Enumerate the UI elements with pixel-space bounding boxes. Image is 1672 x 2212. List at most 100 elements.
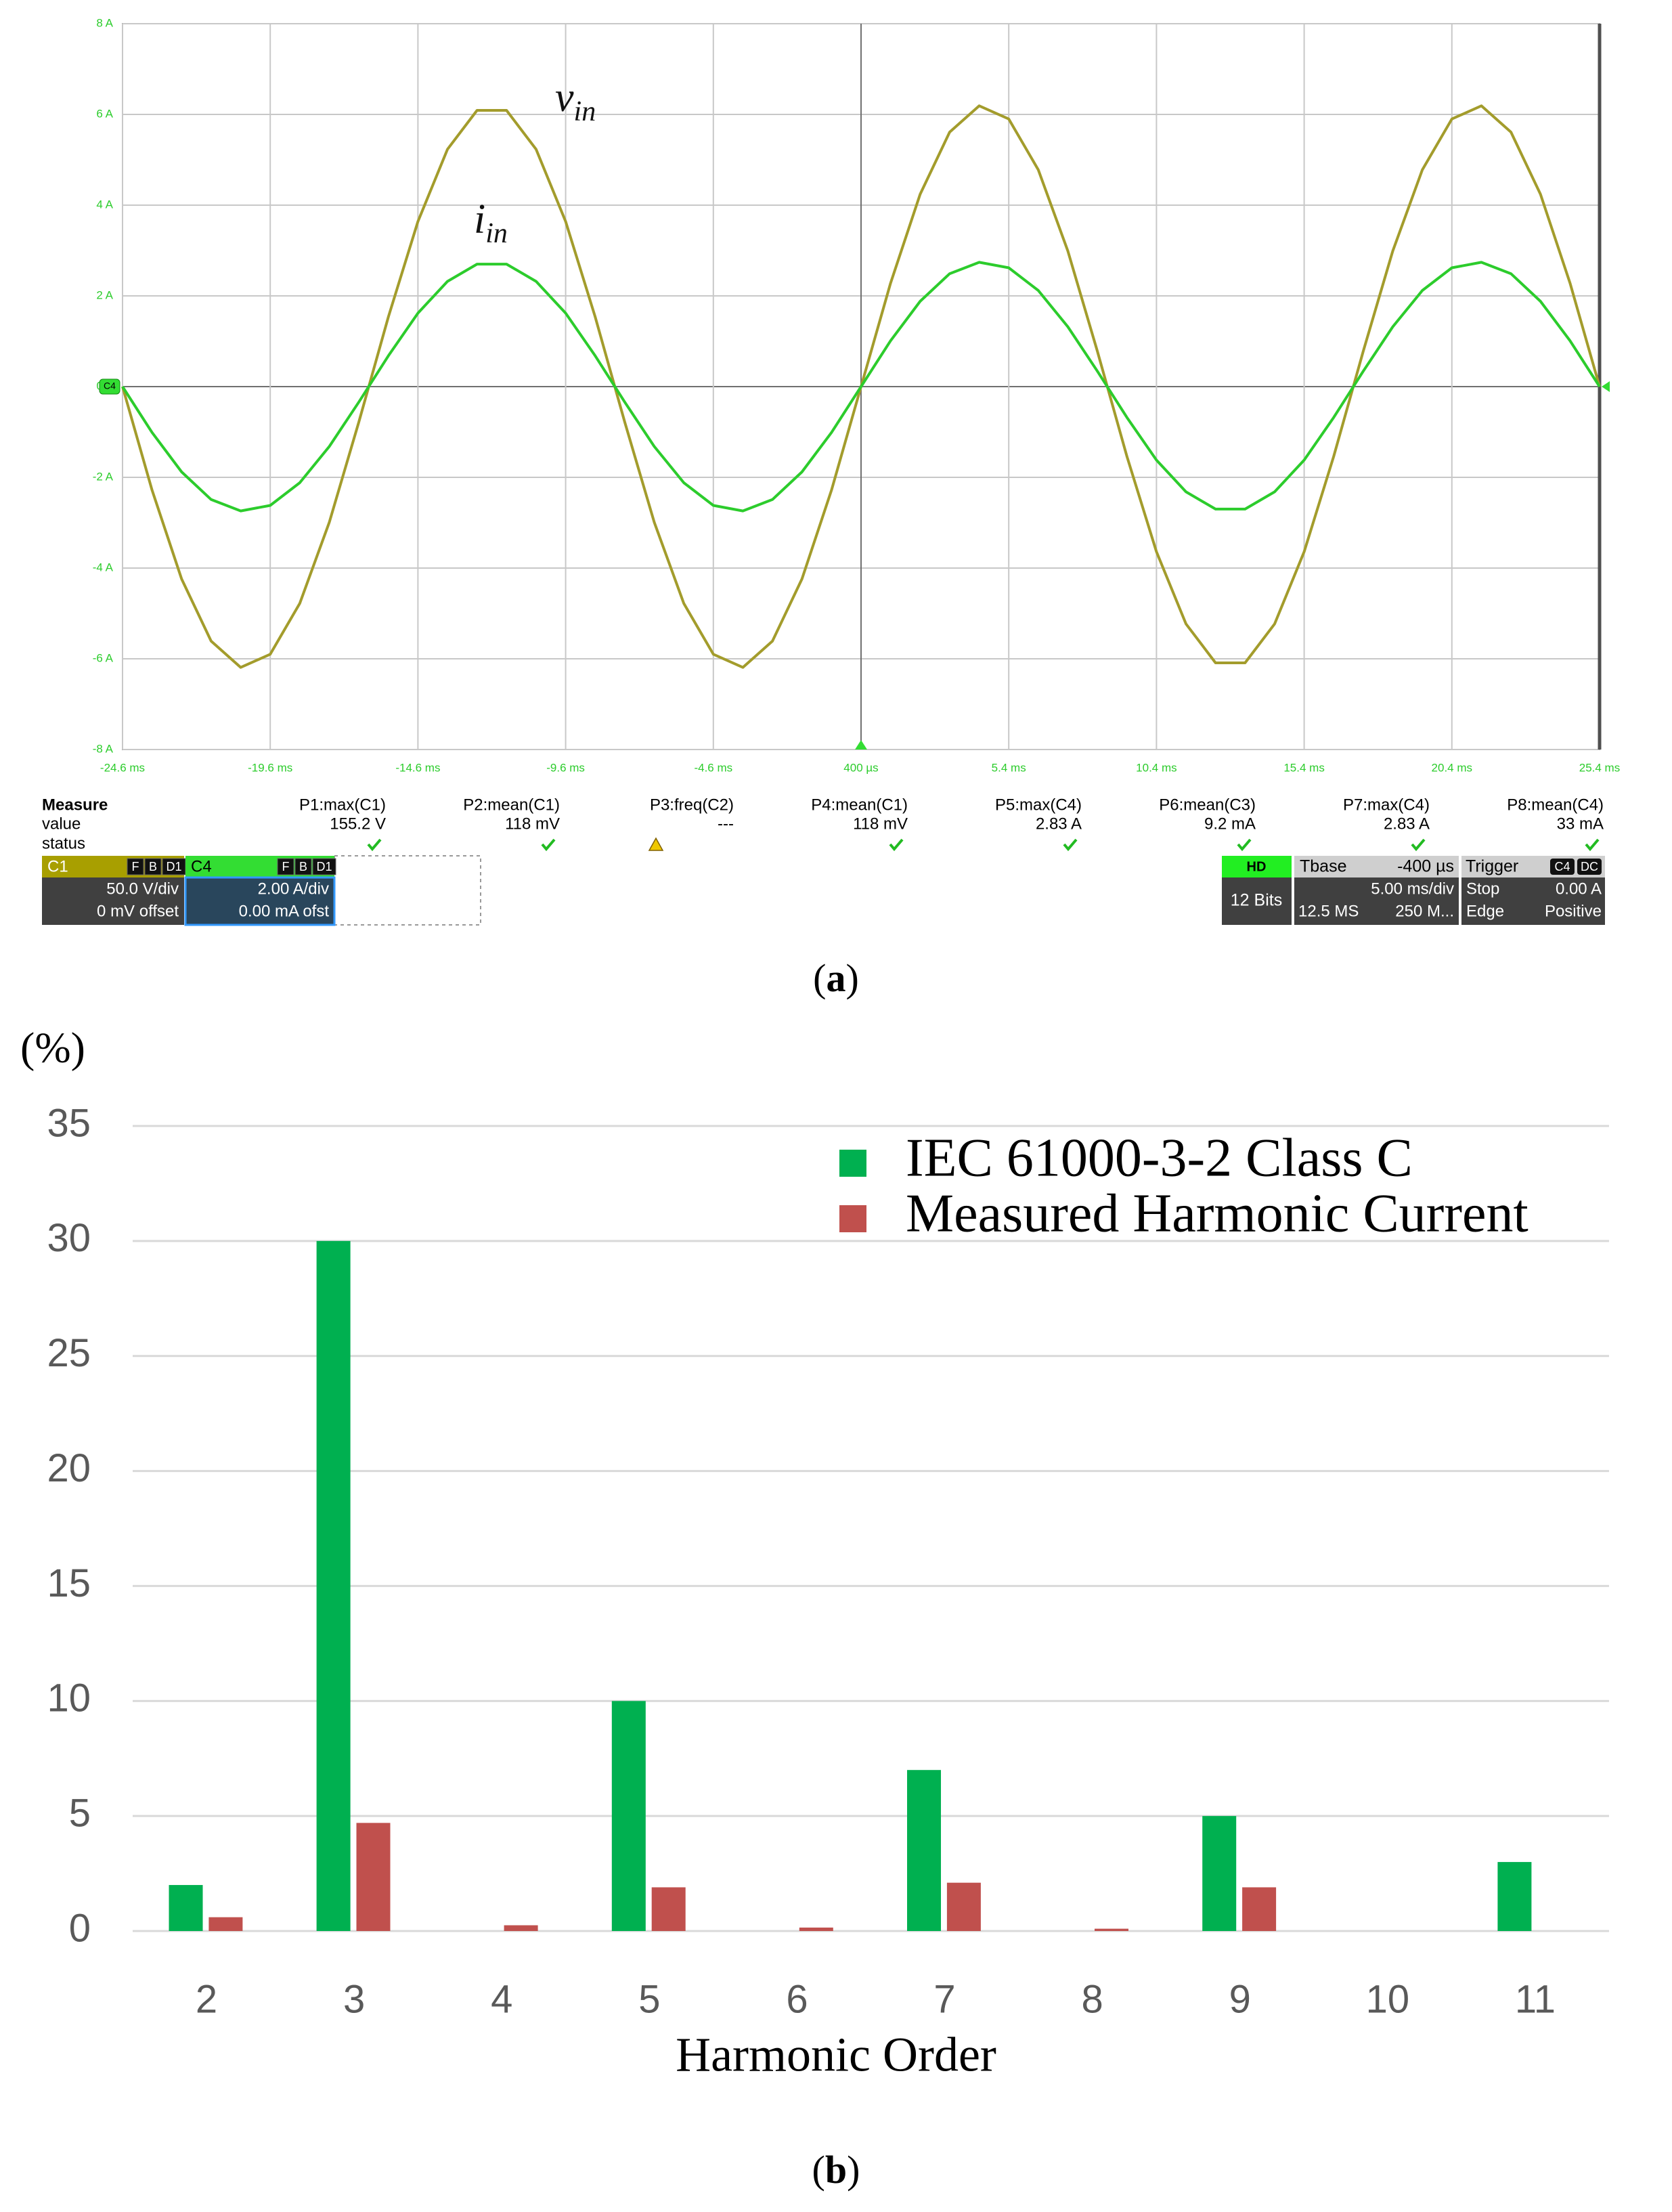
bar bbox=[946, 1882, 981, 1931]
channel-body bbox=[42, 877, 184, 925]
channel-body bbox=[184, 876, 336, 926]
legend-label: IEC 61000-3-2 Class C bbox=[906, 1128, 1413, 1188]
bar bbox=[208, 1917, 243, 1931]
x-tick-label: 5 bbox=[638, 1977, 660, 2021]
x-tick-label: 10 bbox=[1366, 1977, 1410, 2021]
trigger-marker bbox=[1602, 381, 1610, 392]
channel-flag bbox=[277, 858, 294, 875]
legend-swatch bbox=[839, 1205, 866, 1232]
caption-part: ( bbox=[813, 956, 826, 1000]
measure-row-label: Measure bbox=[42, 796, 108, 814]
trigger-badge bbox=[1550, 859, 1575, 875]
channel-flag bbox=[312, 858, 336, 875]
y-tick-label: 25 bbox=[47, 1331, 91, 1375]
trigger-badge-label: DC bbox=[1581, 860, 1598, 873]
tbase-rate: 250 M... bbox=[1395, 902, 1454, 920]
channel-scale: 50.0 V/div bbox=[106, 880, 179, 898]
legend-swatch bbox=[839, 1150, 866, 1177]
bar bbox=[651, 1887, 686, 1931]
y-tick-label: -2 A bbox=[93, 470, 114, 483]
status-ok-icon bbox=[889, 838, 904, 852]
x-tick-label: -4.6 ms bbox=[694, 761, 732, 774]
measure-row-label: status bbox=[42, 834, 85, 852]
x-tick-label: 25.4 ms bbox=[1579, 761, 1620, 774]
tbase-scale: 5.00 ms/div bbox=[1371, 880, 1454, 898]
trace-label: iin bbox=[474, 196, 508, 248]
bar bbox=[1095, 1928, 1129, 1931]
bar bbox=[1242, 1887, 1277, 1931]
trace-label-base: i bbox=[474, 196, 485, 242]
status-ok-icon bbox=[367, 838, 382, 852]
x-tick-label: 3 bbox=[343, 1977, 365, 2021]
status-warning-icon bbox=[648, 837, 664, 851]
y-tick-label: 10 bbox=[47, 1676, 91, 1720]
x-tick-label: 11 bbox=[1515, 1977, 1556, 2021]
bar bbox=[316, 1240, 351, 1931]
trigger-body bbox=[1461, 877, 1605, 925]
x-tick-label: 10.4 ms bbox=[1136, 761, 1176, 774]
x-tick-label: 6 bbox=[786, 1977, 808, 2021]
trigger-mode: Stop bbox=[1466, 880, 1499, 898]
channel-marker bbox=[99, 378, 120, 395]
bar bbox=[611, 1701, 646, 1931]
caption: (b) bbox=[812, 2148, 860, 2192]
trigger-title: Trigger bbox=[1466, 857, 1518, 876]
channel-flag-label: F bbox=[282, 860, 290, 873]
y-tick-label: 30 bbox=[47, 1216, 91, 1260]
caption: (a) bbox=[813, 956, 859, 1000]
y-tick-label: 4 A bbox=[96, 198, 113, 211]
trace bbox=[121, 261, 1601, 513]
channel-flag bbox=[162, 858, 186, 875]
y-tick-label: 6 A bbox=[96, 107, 113, 120]
bar bbox=[799, 1927, 833, 1931]
y-tick-label: 8 A bbox=[96, 16, 113, 29]
measure-name: P6:mean(C3) bbox=[1159, 796, 1256, 814]
channel-marker-label: C4 bbox=[104, 381, 116, 391]
trace-label: vin bbox=[555, 74, 596, 127]
trigger-type: Edge bbox=[1466, 902, 1504, 920]
acq-bits: 12 Bits bbox=[1231, 891, 1282, 910]
status-ok-icon bbox=[1237, 838, 1252, 852]
channel-scale: 2.00 A/div bbox=[258, 880, 329, 898]
caption-part: b bbox=[825, 2148, 847, 2192]
trigger-time-marker bbox=[855, 740, 867, 750]
tbase-title: Tbase bbox=[1300, 857, 1346, 876]
tbase-samples: 12.5 MS bbox=[1298, 902, 1359, 920]
channel-flag-label: D1 bbox=[316, 860, 332, 873]
tbase-delay: -400 µs bbox=[1397, 857, 1454, 876]
bar bbox=[1202, 1816, 1237, 1931]
acq-mode: HD bbox=[1247, 859, 1267, 874]
acq-header bbox=[1222, 856, 1292, 877]
x-tick-label: 2 bbox=[196, 1977, 217, 2021]
bar bbox=[169, 1885, 203, 1931]
y-tick-label: 5 bbox=[69, 1791, 91, 1835]
bar bbox=[1497, 1862, 1532, 1931]
x-tick-label: -19.6 ms bbox=[248, 761, 292, 774]
measure-name: P4:mean(C1) bbox=[811, 796, 908, 814]
measure-name: P3:freq(C2) bbox=[650, 796, 734, 814]
channel-offset: 0.00 mA ofst bbox=[239, 902, 330, 920]
measure-value: 9.2 mA bbox=[1204, 815, 1256, 833]
y-tick-label: 0 bbox=[69, 1906, 91, 1950]
channel-flag bbox=[294, 858, 312, 875]
x-tick-label: 15.4 ms bbox=[1283, 761, 1324, 774]
x-tick-label: 5.4 ms bbox=[992, 761, 1026, 774]
bar bbox=[907, 1770, 942, 1931]
caption-part: ) bbox=[846, 956, 859, 1000]
x-tick-label: 4 bbox=[491, 1977, 512, 2021]
trigger-badge-label: C4 bbox=[1554, 860, 1570, 873]
trace-label-base: v bbox=[555, 74, 574, 121]
measure-value: 118 mV bbox=[853, 815, 908, 833]
y-tick-label: 20 bbox=[47, 1446, 91, 1490]
acq-body bbox=[1222, 877, 1292, 925]
y-tick-label: -8 A bbox=[93, 742, 114, 755]
caption-part: ) bbox=[847, 2148, 860, 2192]
channel-offset: 0 mV offset bbox=[97, 902, 179, 920]
channel-flag-label: B bbox=[149, 860, 157, 873]
y-tick-label: -6 A bbox=[93, 651, 114, 664]
bar bbox=[356, 1823, 391, 1931]
status-ok-icon bbox=[1585, 838, 1600, 852]
trigger-badge bbox=[1577, 859, 1602, 875]
channel-name: C1 bbox=[47, 857, 68, 875]
measure-row-label: value bbox=[42, 815, 81, 833]
